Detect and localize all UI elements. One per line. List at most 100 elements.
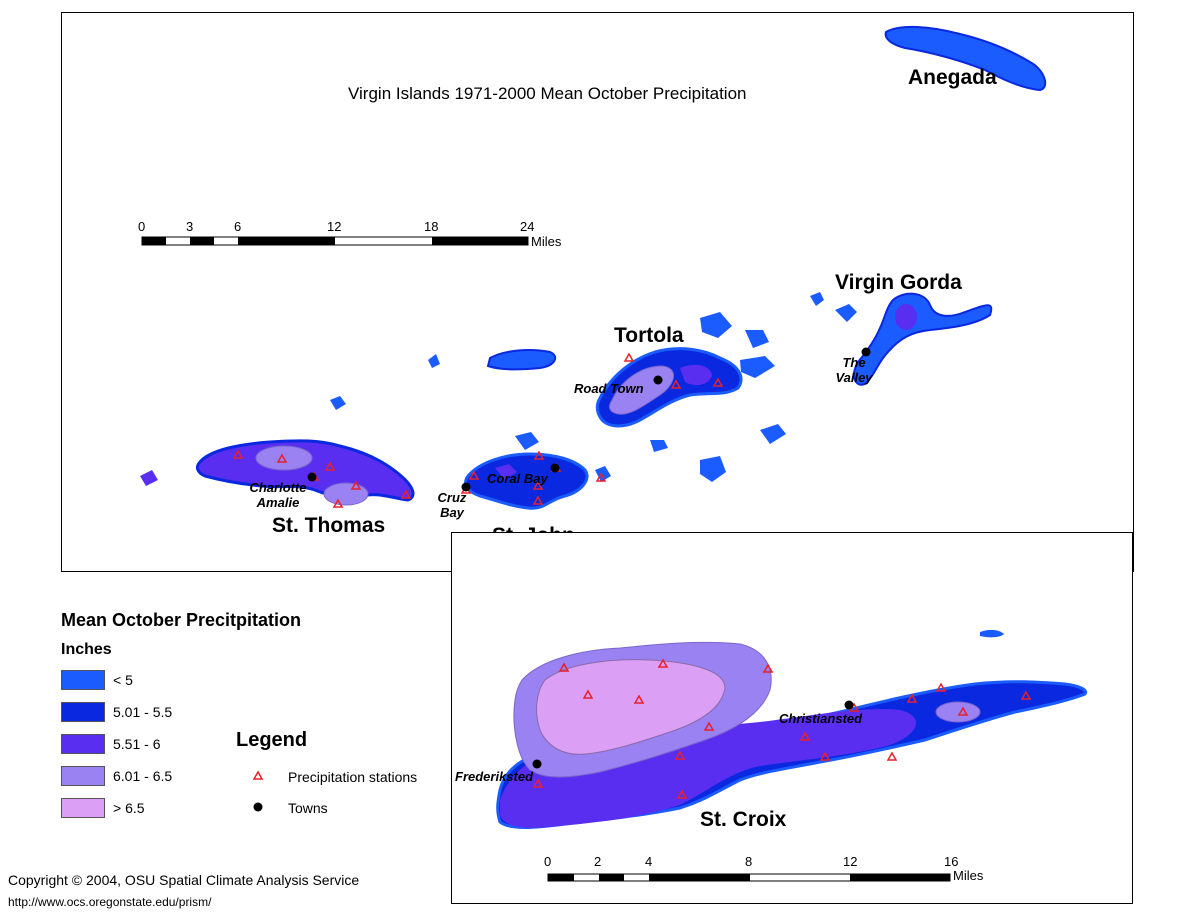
station-marker <box>1020 690 1032 700</box>
town-marker-charlotte-amalie <box>307 472 317 482</box>
island-label-st-thomas: St. Thomas <box>272 514 386 537</box>
town-label-christiansted: Christiansted <box>779 711 863 726</box>
legend-swatch-6-01-6-5 <box>61 766 105 786</box>
main-scale-tick-0: 0 <box>138 219 146 234</box>
legend-label-6-01-6-5: 6.01 - 6.5 <box>113 768 173 784</box>
station-marker <box>676 789 688 799</box>
town-label-cruz-bay: Cruz Bay <box>428 490 476 520</box>
islet-e <box>760 424 786 444</box>
legend-label-stations: Precipitation stations <box>288 769 418 785</box>
station-marker <box>468 470 480 480</box>
precip-legend-subtitle: Inches <box>61 641 112 658</box>
station-marker <box>886 751 898 761</box>
islet-g <box>650 440 668 452</box>
town-label-the-valley-line1: The <box>842 355 866 370</box>
island-label-anegada: Anegada <box>908 66 997 89</box>
town-label-the-valley-line2: Valley <box>835 370 873 385</box>
station-marker <box>657 658 669 668</box>
town-marker-frederiksted <box>532 759 542 769</box>
inset-scale-tick-0: 0 <box>544 854 552 869</box>
legend-swatch-gt-6-5 <box>61 798 105 818</box>
inset-scale-tick-8: 8 <box>745 854 753 869</box>
station-marker <box>674 750 686 760</box>
station-marker <box>532 495 544 505</box>
town-label-charlotte-amalie: Charlotte Amalie <box>240 480 316 510</box>
town-label-cruz-bay-line1: Cruz <box>437 490 467 505</box>
inset-scale-tick-4: 4 <box>645 854 653 869</box>
inset-town-markers <box>532 700 854 769</box>
main-scale-tick-18: 18 <box>424 219 439 234</box>
town-label-charlotte-amalie-line1: Charlotte <box>249 480 307 495</box>
st-john-mid-zone <box>495 464 517 480</box>
town-label-road-town: Road Town <box>574 381 644 396</box>
town-label-frederiksted: Frederiksted <box>455 769 534 784</box>
station-marker <box>762 663 774 673</box>
station-marker <box>533 450 545 460</box>
island-label-st-croix: St. Croix <box>700 808 787 831</box>
legend-label-5-51-6: 5.51 - 6 <box>113 736 161 752</box>
main-scale-tick-24: 24 <box>520 219 535 234</box>
island-label-st-john: St. John <box>492 524 575 532</box>
station-marker <box>324 461 336 471</box>
town-marker-road-town <box>653 375 663 385</box>
main-scale-unit: Miles <box>531 234 562 249</box>
st-john-islet <box>515 432 539 450</box>
legend-label-5-01-5-5: 5.01 - 5.5 <box>113 704 173 720</box>
island-label-virgin-gorda: Virgin Gorda <box>835 271 962 294</box>
town-marker-the-valley <box>861 347 871 357</box>
island-label-tortola: Tortola <box>614 324 684 347</box>
precip-legend-title: Mean October Precitpitation <box>61 610 302 630</box>
symbol-legend-title: Legend <box>236 729 308 751</box>
station-marker <box>712 377 724 387</box>
main-scale-tick-12: 12 <box>327 219 342 234</box>
legend-label-lt-5: < 5 <box>113 672 133 688</box>
town-label-coral-bay: Coral Bay <box>487 471 548 486</box>
station-marker <box>935 682 947 692</box>
islet-c <box>740 356 775 378</box>
st-thomas-islet <box>140 470 158 486</box>
credit-url: http://www.ocs.oregonstate.edu/prism/ <box>8 895 212 909</box>
town-marker-coral-bay <box>550 463 560 473</box>
virgin-gorda-wet-zone <box>895 304 917 330</box>
main-scale-bar <box>141 236 529 246</box>
inset-scale-tick-12: 12 <box>843 854 858 869</box>
inset-scale-unit: Miles <box>953 868 984 883</box>
legend-swatch-5-01-5-5 <box>61 702 105 722</box>
st-john-label-clip: St. John <box>480 520 600 532</box>
town-marker-christiansted <box>844 700 854 710</box>
buck-island <box>980 629 1004 638</box>
station-marker <box>703 721 715 731</box>
station-marker <box>906 693 918 703</box>
station-marker <box>332 498 344 508</box>
islet-a <box>700 312 732 338</box>
inset-scale-tick-2: 2 <box>594 854 602 869</box>
virgin-gorda-landmass <box>853 292 993 386</box>
station-marker <box>532 778 544 788</box>
town-marker-cruz-bay <box>461 482 471 492</box>
station-marker <box>799 731 811 741</box>
station-marker <box>819 751 831 761</box>
copyright-text: Copyright © 2004, OSU Spatial Climate An… <box>8 872 360 888</box>
legend-swatch-5-51-6 <box>61 734 105 754</box>
town-label-charlotte-amalie-line2: Amalie <box>256 495 300 510</box>
main-scale-tick-6: 6 <box>234 219 242 234</box>
town-label-the-valley: The Valley <box>824 355 884 385</box>
station-marker <box>558 662 570 672</box>
islet-f <box>700 456 726 482</box>
islet-b <box>745 330 769 348</box>
inset-scale-bar <box>547 873 951 882</box>
station-marker <box>633 694 645 704</box>
inset-station-markers <box>532 658 1032 799</box>
station-marker <box>957 706 969 716</box>
station-marker <box>532 480 544 490</box>
jost-van-dyke-landmass <box>486 349 557 371</box>
station-marker <box>350 480 362 490</box>
main-map-title: Virgin Islands 1971-2000 Mean October Pr… <box>348 84 747 103</box>
virgin-gorda-islet-2 <box>810 292 824 306</box>
islet-d <box>428 354 440 368</box>
legend-label-gt-6-5: > 6.5 <box>113 800 145 816</box>
station-marker <box>400 489 412 499</box>
legend-label-towns: Towns <box>288 800 328 816</box>
station-marker <box>670 379 682 389</box>
